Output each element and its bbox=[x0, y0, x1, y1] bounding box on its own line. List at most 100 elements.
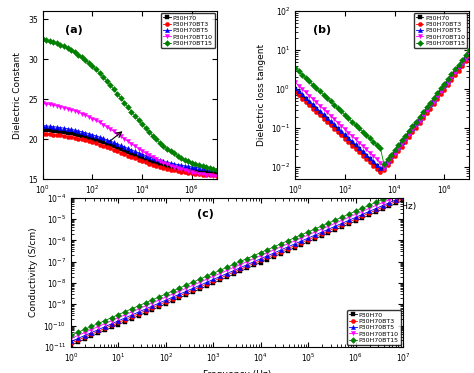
P30H70BT3 bbox=[385, 163, 391, 168]
Line: P30H70BT5: P30H70BT5 bbox=[293, 50, 471, 170]
P30H70BT15 bbox=[121, 100, 127, 105]
P30H70BT5 bbox=[68, 127, 74, 132]
P30H70BT15 bbox=[305, 230, 311, 234]
P30H70 bbox=[292, 245, 297, 250]
P30H70BT10 bbox=[278, 245, 284, 249]
P30H70 bbox=[95, 331, 101, 336]
P30H70BT10 bbox=[196, 171, 202, 176]
P30H70BT3 bbox=[170, 297, 175, 301]
P30H70BT3 bbox=[388, 159, 394, 163]
P30H70BT3 bbox=[183, 291, 189, 295]
P30H70BT10 bbox=[312, 230, 318, 234]
P30H70BT5 bbox=[449, 74, 455, 78]
P30H70BT15 bbox=[150, 134, 155, 138]
P30H70BT3 bbox=[125, 153, 131, 158]
P30H70BT10 bbox=[445, 81, 451, 85]
P30H70 bbox=[353, 219, 358, 223]
P30H70BT3 bbox=[332, 226, 338, 230]
Line: P30H70: P30H70 bbox=[41, 128, 219, 175]
P30H70BT10 bbox=[406, 132, 412, 137]
P30H70BT5 bbox=[102, 325, 108, 329]
P30H70 bbox=[196, 169, 202, 174]
P30H70BT10 bbox=[136, 146, 141, 151]
P30H70BT3 bbox=[210, 279, 216, 283]
X-axis label: Frequency (Hz): Frequency (Hz) bbox=[203, 370, 271, 373]
P30H70BT15 bbox=[157, 140, 163, 145]
P30H70BT10 bbox=[335, 120, 341, 125]
P30H70BT10 bbox=[143, 151, 148, 156]
P30H70BT15 bbox=[292, 236, 297, 240]
P30H70 bbox=[82, 134, 88, 139]
P30H70BT3 bbox=[435, 97, 440, 101]
P30H70 bbox=[442, 85, 447, 90]
P30H70BT3 bbox=[75, 137, 81, 141]
P30H70BT10 bbox=[116, 316, 121, 320]
P30H70BT15 bbox=[192, 162, 198, 166]
Line: P30H70: P30H70 bbox=[293, 52, 471, 172]
P30H70BT15 bbox=[132, 114, 138, 118]
P30H70BT5 bbox=[64, 126, 70, 131]
P30H70BT5 bbox=[319, 230, 325, 234]
P30H70BT5 bbox=[68, 339, 74, 344]
P30H70BT3 bbox=[116, 320, 121, 325]
P30H70BT15 bbox=[171, 151, 177, 156]
P30H70BT3 bbox=[196, 172, 202, 176]
P30H70BT3 bbox=[359, 214, 365, 218]
P30H70BT3 bbox=[410, 130, 415, 135]
P30H70BT5 bbox=[161, 159, 166, 163]
P30H70BT10 bbox=[371, 154, 376, 158]
P30H70BT15 bbox=[237, 259, 243, 264]
P30H70BT3 bbox=[118, 150, 124, 155]
P30H70BT3 bbox=[100, 144, 106, 148]
P30H70BT15 bbox=[40, 37, 46, 41]
P30H70BT15 bbox=[272, 244, 277, 249]
P30H70BT3 bbox=[107, 146, 113, 151]
P30H70BT10 bbox=[456, 66, 462, 70]
P30H70 bbox=[317, 110, 323, 115]
P30H70 bbox=[68, 343, 74, 347]
P30H70BT5 bbox=[420, 112, 426, 116]
P30H70 bbox=[125, 150, 131, 155]
P30H70BT3 bbox=[143, 160, 148, 164]
P30H70BT10 bbox=[310, 97, 316, 101]
P30H70BT3 bbox=[114, 149, 120, 153]
P30H70 bbox=[128, 152, 134, 156]
P30H70 bbox=[353, 144, 358, 148]
P30H70BT3 bbox=[197, 285, 202, 289]
P30H70BT15 bbox=[386, 194, 392, 199]
P30H70BT10 bbox=[182, 168, 188, 173]
P30H70BT5 bbox=[171, 162, 177, 166]
P30H70 bbox=[438, 90, 444, 94]
P30H70BT5 bbox=[121, 145, 127, 149]
P30H70 bbox=[374, 164, 380, 169]
P30H70BT10 bbox=[431, 99, 437, 104]
P30H70BT15 bbox=[339, 215, 345, 219]
P30H70BT3 bbox=[237, 267, 243, 272]
P30H70 bbox=[93, 138, 99, 142]
P30H70BT3 bbox=[326, 229, 331, 233]
P30H70 bbox=[244, 266, 250, 271]
P30H70 bbox=[50, 128, 56, 133]
P30H70BT10 bbox=[353, 212, 358, 217]
P30H70BT15 bbox=[442, 81, 447, 86]
P30H70 bbox=[139, 156, 145, 160]
P30H70BT5 bbox=[93, 134, 99, 138]
P30H70BT5 bbox=[143, 153, 148, 158]
P30H70BT15 bbox=[356, 126, 362, 131]
P30H70 bbox=[307, 100, 312, 105]
P30H70BT15 bbox=[413, 119, 419, 124]
P30H70BT5 bbox=[346, 135, 351, 140]
P30H70BT10 bbox=[118, 134, 124, 138]
P30H70BT5 bbox=[132, 149, 138, 154]
P30H70BT5 bbox=[95, 327, 101, 332]
P30H70BT15 bbox=[317, 89, 323, 94]
P30H70BT3 bbox=[157, 165, 163, 169]
P30H70BT5 bbox=[50, 125, 56, 129]
P30H70 bbox=[285, 248, 291, 253]
P30H70 bbox=[272, 254, 277, 259]
P30H70BT15 bbox=[68, 333, 74, 338]
P30H70BT10 bbox=[64, 106, 70, 111]
P30H70 bbox=[122, 319, 128, 324]
P30H70BT3 bbox=[459, 64, 465, 68]
P30H70BT10 bbox=[307, 94, 312, 98]
